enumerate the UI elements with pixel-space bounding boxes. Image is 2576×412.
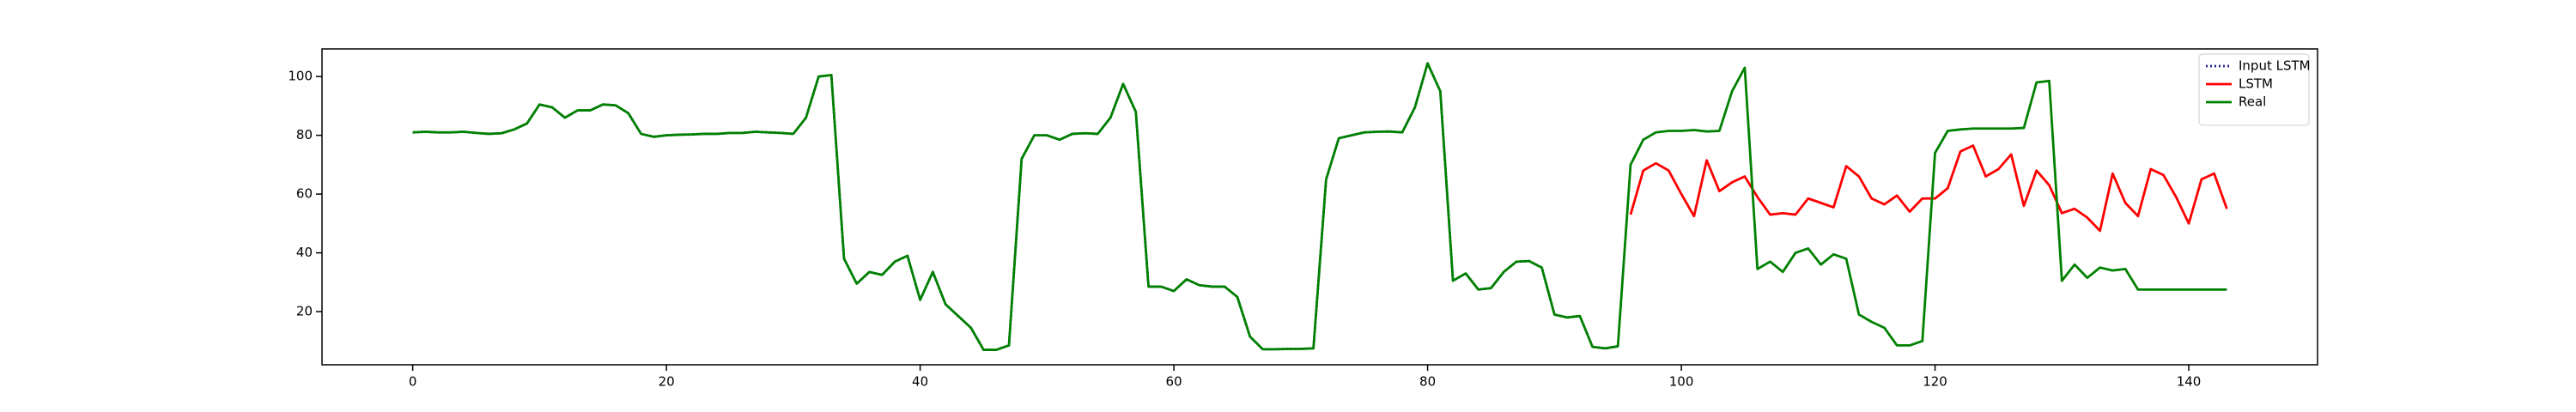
x-tick-label: 140 (2177, 374, 2202, 390)
y-tick-label: 40 (296, 245, 313, 260)
series-line (412, 62, 2227, 351)
x-tick-label: 0 (409, 374, 417, 390)
x-tick-label: 20 (659, 374, 675, 390)
y-tick-label: 60 (296, 186, 313, 202)
y-tick-label: 100 (288, 69, 313, 84)
legend-label: Real (2239, 94, 2266, 110)
y-tick-label: 20 (296, 304, 313, 319)
legend-box (2198, 53, 2310, 126)
series-line (412, 62, 1619, 351)
x-tick-label: 100 (1669, 374, 1694, 390)
y-tick-label: 80 (296, 127, 313, 142)
x-tick-label: 60 (1166, 374, 1182, 390)
x-tick-label: 80 (1419, 374, 1436, 390)
axes-frame (321, 48, 2318, 366)
series-line (1629, 144, 2228, 233)
x-tick-label: 120 (1923, 374, 1947, 390)
legend-label: Input LSTM (2239, 58, 2311, 74)
legend-label: LSTM (2239, 76, 2273, 92)
x-tick-label: 40 (912, 374, 928, 390)
